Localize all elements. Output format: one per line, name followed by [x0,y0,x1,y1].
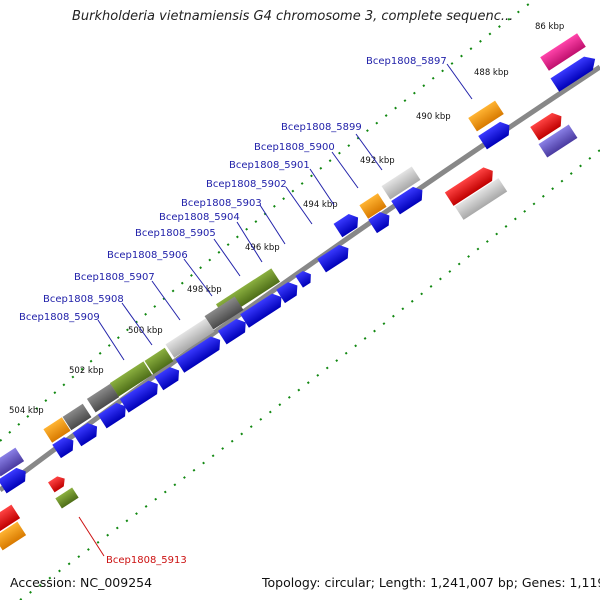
gene-block [538,124,578,158]
gene-label[interactable]: Bcep1808_5900 [254,142,335,153]
gene-block [43,417,71,443]
gene-block [48,476,65,493]
gene-label[interactable]: Bcep1808_5908 [43,294,124,305]
gene-label[interactable]: Bcep1808_5897 [366,56,447,67]
kbp-label: 490 kbp [416,112,451,122]
gene-label[interactable]: Bcep1808_5904 [159,212,240,223]
feature-blocks [0,33,596,551]
gene-label[interactable]: Bcep1808_5903 [181,198,262,209]
cds-arrow [317,244,349,273]
gene-label[interactable]: Bcep1808_5901 [229,160,310,171]
cds-arrow [333,214,359,238]
kbp-label: 488 kbp [474,68,509,78]
kbp-labels: 86 kbp 488 kbp 490 kbp 492 kbp 494 kbp 4… [9,22,564,416]
kbp-label: 86 kbp [535,22,564,32]
gene-block [468,100,504,132]
gene-block [62,403,92,431]
cds-arrow [391,186,423,215]
kbp-label: 504 kbp [9,406,44,416]
cds-arrow [97,402,126,429]
gene-block [444,167,493,206]
topology-summary: Topology: circular; Length: 1,241,007 bp… [262,575,600,590]
cds-arrow [154,367,180,391]
gene-label[interactable]: Bcep1808_5905 [135,228,216,239]
cds-arrow [72,423,98,447]
gene-block [530,112,562,141]
gene-block [144,347,174,375]
accession-text: Accession: NC_009254 [10,575,153,590]
cds-arrow [276,282,298,304]
cds-arrow [175,336,221,373]
gene-label[interactable]: Bcep1808_5902 [206,179,287,190]
cds-arrow [0,467,26,494]
gene-block [55,487,79,509]
cds-arrow [478,121,510,150]
kbp-label: 494 kbp [303,200,338,210]
gene-block [204,296,244,330]
leader-lines [97,63,473,361]
gene-label[interactable]: Bcep1808_5906 [107,250,188,261]
map-title: Burkholderia vietnamiensis G4 chromosome… [72,9,514,24]
gene-block [359,193,387,219]
kbp-label: 498 kbp [187,285,222,295]
cds-arrow [240,293,282,328]
gene-block [86,383,120,413]
gene-label-red[interactable]: Bcep1808_5913 [106,555,187,566]
leader-line-red [78,516,105,557]
gene-block [109,361,153,397]
tick-track-inner [19,149,600,600]
cds-arrow [295,271,311,288]
gene-block [381,166,421,200]
gene-block [0,521,27,551]
cds-arrow [368,212,390,234]
cds-arrow [52,437,74,459]
gene-label[interactable]: Bcep1808_5907 [74,272,155,283]
cds-arrow [550,56,596,92]
kbp-label: 502 kbp [69,366,104,376]
gene-block [0,447,25,477]
kbp-label: 492 kbp [360,156,395,166]
kbp-label: 500 kbp [128,326,163,336]
gene-label[interactable]: Bcep1808_5909 [19,312,100,323]
gene-block [540,33,586,71]
gene-label[interactable]: Bcep1808_5899 [281,122,362,133]
cds-arrow [119,380,158,413]
gene-labels: Bcep1808_5897 Bcep1808_5899 Bcep1808_590… [19,56,447,566]
kbp-label: 496 kbp [245,243,280,253]
gene-block [165,318,215,358]
cds-arrow [217,318,246,345]
gene-block [0,504,21,534]
gene-block [454,178,508,220]
